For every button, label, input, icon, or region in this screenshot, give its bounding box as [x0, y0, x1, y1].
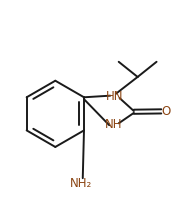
- Text: HN: HN: [106, 90, 124, 103]
- Text: NH: NH: [105, 118, 123, 131]
- Text: O: O: [161, 105, 171, 118]
- Text: NH₂: NH₂: [70, 177, 92, 190]
